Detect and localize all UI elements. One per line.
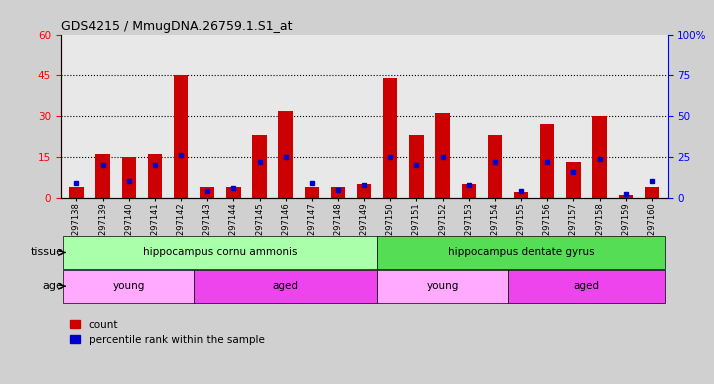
Bar [174, 75, 188, 198]
Bar [194, 270, 377, 303]
Bar [278, 111, 293, 198]
Bar [200, 187, 214, 198]
Bar [377, 270, 508, 303]
Text: age: age [42, 281, 64, 291]
Bar [331, 187, 345, 198]
Bar [64, 270, 194, 303]
Bar [436, 113, 450, 198]
Text: young: young [113, 281, 145, 291]
Bar [69, 187, 84, 198]
Bar [226, 187, 241, 198]
Text: young: young [426, 281, 459, 291]
Text: hippocampus cornu ammonis: hippocampus cornu ammonis [143, 247, 298, 258]
Bar [252, 135, 267, 198]
Text: aged: aged [573, 281, 600, 291]
Bar [305, 187, 319, 198]
Bar [540, 124, 555, 198]
Bar [64, 236, 377, 269]
Bar [121, 157, 136, 198]
Bar [383, 78, 398, 198]
Bar [593, 116, 607, 198]
Bar [357, 184, 371, 198]
Bar [409, 135, 423, 198]
Bar [566, 162, 580, 198]
Bar [377, 236, 665, 269]
Bar [148, 154, 162, 198]
Text: hippocampus dentate gyrus: hippocampus dentate gyrus [448, 247, 595, 258]
Text: GDS4215 / MmugDNA.26759.1.S1_at: GDS4215 / MmugDNA.26759.1.S1_at [61, 20, 292, 33]
Bar [488, 135, 502, 198]
Text: aged: aged [273, 281, 298, 291]
Bar [461, 184, 476, 198]
Bar [96, 154, 110, 198]
Bar [645, 187, 659, 198]
Bar [618, 195, 633, 198]
Legend: count, percentile rank within the sample: count, percentile rank within the sample [66, 316, 269, 349]
Bar [514, 192, 528, 198]
Bar [508, 270, 665, 303]
Text: tissue: tissue [30, 247, 64, 258]
